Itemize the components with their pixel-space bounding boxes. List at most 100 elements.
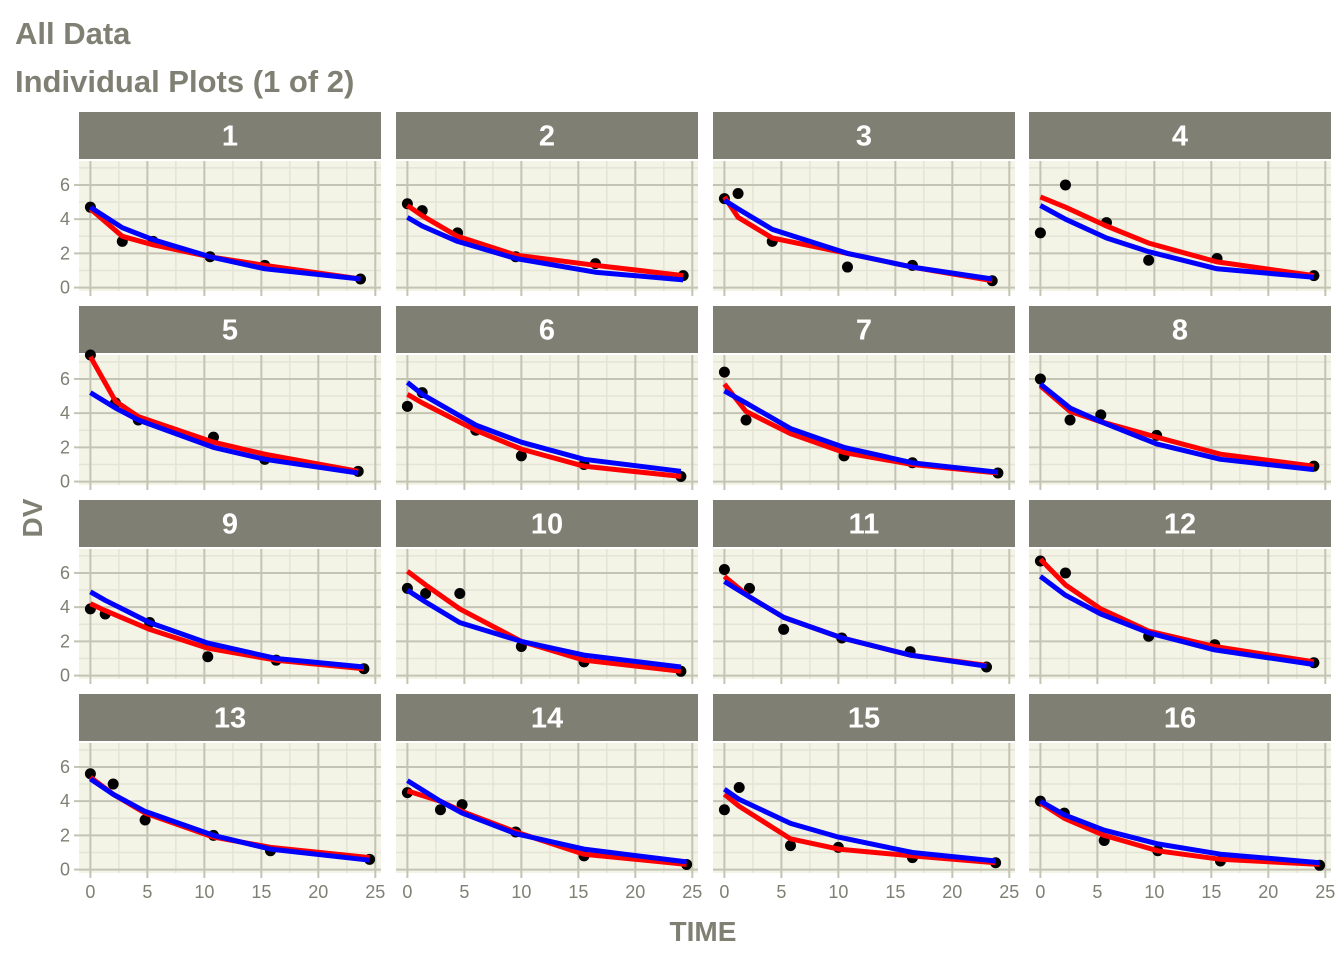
facet-strip xyxy=(396,112,698,159)
observed-point xyxy=(515,450,527,462)
facet-strip xyxy=(79,694,381,741)
observed-point xyxy=(1059,179,1071,191)
facet-panel: 1 0 2 4 6 xyxy=(60,112,381,298)
x-tick-label: 5 xyxy=(1092,882,1102,902)
x-tick-label: 5 xyxy=(459,882,469,902)
red-series-line xyxy=(1038,557,1315,665)
observed-point xyxy=(732,188,744,199)
x-tick-label: 10 xyxy=(194,882,214,902)
y-tick-label: 6 xyxy=(60,175,70,195)
observed-point xyxy=(454,587,466,599)
blue-series-line xyxy=(722,787,996,864)
y-tick-label: 0 xyxy=(60,472,70,492)
facet-panel: 7 xyxy=(713,306,1015,490)
panel-background xyxy=(713,161,1015,291)
facet-strip-label: 4 xyxy=(1172,121,1188,153)
blue-series-line xyxy=(723,388,999,475)
observed-point xyxy=(1064,414,1076,426)
x-tick-label: 0 xyxy=(719,882,729,902)
facet-panel: 2 xyxy=(396,112,698,296)
red-series-line xyxy=(406,392,682,479)
x-tick-label: 25 xyxy=(1315,882,1335,902)
panel-background xyxy=(79,355,381,485)
facet-strip-label: 3 xyxy=(856,121,872,153)
observed-point xyxy=(1059,567,1071,579)
facet-strip-label: 1 xyxy=(222,121,238,153)
blue-series-line xyxy=(1038,382,1315,473)
facet-panel: 6 xyxy=(396,306,698,490)
y-tick-label: 6 xyxy=(60,757,70,777)
chart-title: All Data xyxy=(15,16,131,51)
facet-panel: 9 0 2 4 6 xyxy=(60,500,381,686)
facet-strip-label: 6 xyxy=(539,315,555,347)
blue-series-line xyxy=(723,579,987,669)
facet-strip-label: 16 xyxy=(1164,703,1196,735)
red-series-line xyxy=(405,569,682,674)
observed-point xyxy=(718,564,730,576)
observed-point xyxy=(718,366,730,378)
y-tick-label: 2 xyxy=(60,437,70,457)
facet-panel: 15 0 5 10 15 20 25 xyxy=(713,694,1019,902)
y-axis-title: DV xyxy=(17,498,48,537)
observed-point xyxy=(778,623,790,635)
facet-panel: 8 xyxy=(1029,306,1331,490)
facet-panel: 14 0 5 10 15 20 25 xyxy=(396,694,702,902)
blue-series-line xyxy=(89,589,365,670)
facet-strip-label: 8 xyxy=(1172,315,1188,347)
facet-panel: 12 xyxy=(1029,500,1331,684)
facet-strip xyxy=(713,306,1015,353)
y-tick-label: 6 xyxy=(60,369,70,389)
x-tick-label: 0 xyxy=(1035,882,1045,902)
x-tick-label: 15 xyxy=(1201,882,1221,902)
facet-strip-label: 13 xyxy=(214,703,246,735)
facet-strip-label: 11 xyxy=(849,509,880,541)
observed-point xyxy=(1034,227,1046,239)
red-series-line xyxy=(405,203,684,279)
facet-strip-label: 15 xyxy=(848,703,880,735)
facet-panel: 10 xyxy=(396,500,698,684)
y-tick-label: 6 xyxy=(60,563,70,583)
observed-point xyxy=(139,814,151,826)
red-series-line xyxy=(1039,800,1320,867)
x-tick-label: 20 xyxy=(308,882,328,902)
observed-point xyxy=(743,582,755,594)
facet-strip xyxy=(79,112,381,159)
facet-strip xyxy=(1029,500,1331,547)
facet-panel: 11 xyxy=(713,500,1015,684)
chart-subtitle: Individual Plots (1 of 2) xyxy=(15,64,354,99)
facet-strip xyxy=(396,500,698,547)
facet-strip xyxy=(713,694,1015,741)
facet-strip-label: 14 xyxy=(531,703,563,735)
observed-point xyxy=(401,400,413,412)
red-series-line xyxy=(88,355,359,474)
x-tick-label: 10 xyxy=(1144,882,1164,902)
facet-strip-label: 12 xyxy=(1164,509,1196,541)
facet-panel: 3 xyxy=(713,112,1015,296)
panel-background xyxy=(79,161,381,291)
y-tick-label: 4 xyxy=(60,403,70,423)
y-tick-label: 0 xyxy=(60,278,70,298)
blue-series-line xyxy=(406,588,682,670)
facet-panel: 13 0 2 4 6 0 5 10 15 20 25 xyxy=(60,694,385,902)
observed-point xyxy=(841,261,853,273)
observed-point xyxy=(733,781,745,793)
panel-background xyxy=(396,355,698,485)
observed-point xyxy=(784,840,796,852)
blue-series-line xyxy=(1039,203,1315,280)
x-tick-label: 0 xyxy=(402,882,412,902)
facet-strip-label: 2 xyxy=(539,121,555,153)
y-tick-label: 2 xyxy=(60,825,70,845)
observed-point xyxy=(1143,254,1155,266)
facet-strip-label: 5 xyxy=(222,315,238,347)
x-tick-label: 0 xyxy=(85,882,95,902)
y-tick-label: 0 xyxy=(60,666,70,686)
facet-panel: 4 xyxy=(1029,112,1331,296)
x-tick-label: 20 xyxy=(625,882,645,902)
observed-point xyxy=(456,799,468,811)
observed-point xyxy=(107,778,119,790)
blue-series-line xyxy=(406,778,687,865)
blue-series-line xyxy=(89,205,361,282)
facet-strip xyxy=(396,306,698,353)
x-tick-label: 10 xyxy=(511,882,531,902)
